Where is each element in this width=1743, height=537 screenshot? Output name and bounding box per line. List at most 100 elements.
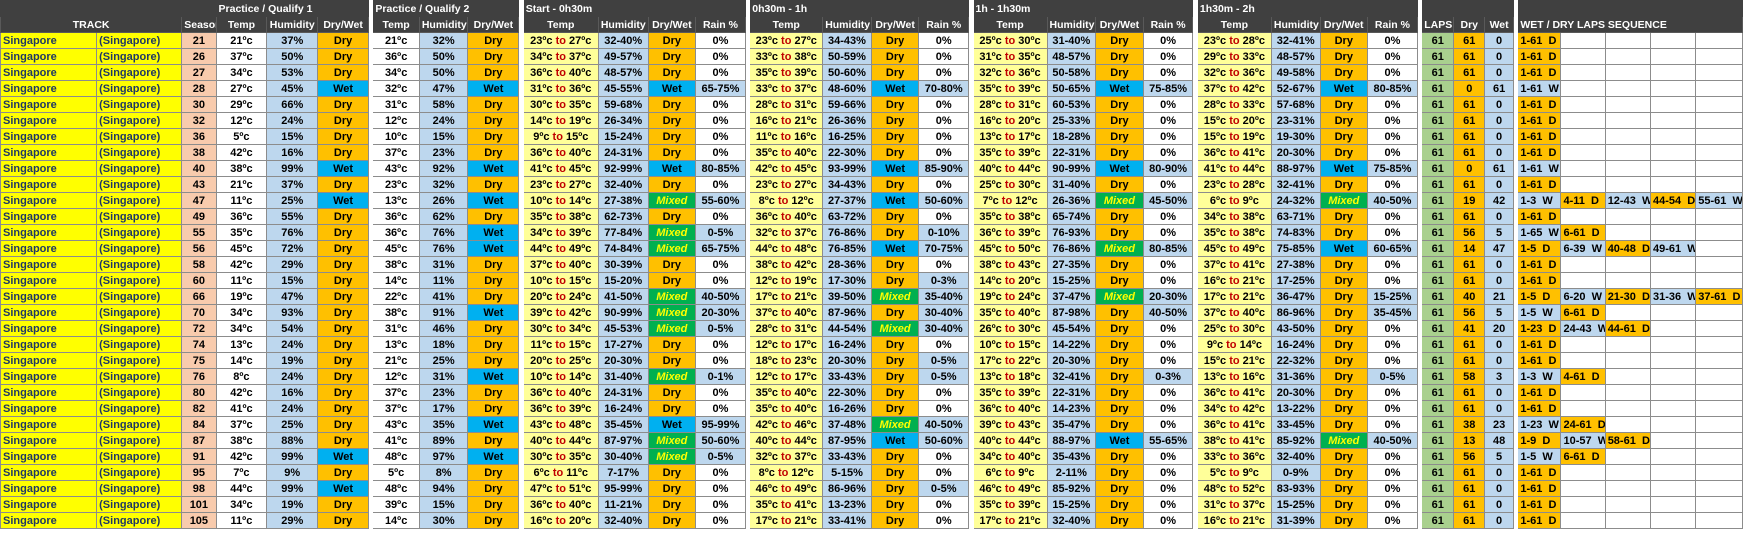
empty-cell[interactable] xyxy=(1604,352,1651,369)
rain-chance[interactable]: 0% xyxy=(695,512,746,529)
temp-range[interactable]: 8ºc to 12ºc xyxy=(749,464,824,481)
track-name[interactable]: Singapore xyxy=(0,224,98,241)
rain-chance[interactable]: 0% xyxy=(1367,416,1418,433)
temp-header[interactable]: Temp xyxy=(749,16,824,33)
rain-chance[interactable]: 0% xyxy=(1142,48,1194,65)
total-laps[interactable]: 61 xyxy=(1421,192,1455,209)
rain-chance[interactable]: 0% xyxy=(695,384,746,401)
empty-cell[interactable] xyxy=(1649,48,1697,65)
q1-condition[interactable]: Dry xyxy=(317,352,370,369)
empty-cell[interactable] xyxy=(1604,48,1651,65)
empty-cell[interactable] xyxy=(1604,368,1651,385)
stint-condition[interactable]: Dry xyxy=(1319,512,1369,529)
dry-laps[interactable]: 61 xyxy=(1453,48,1486,65)
rain-chance[interactable]: 0% xyxy=(1142,400,1194,417)
q1-humidity[interactable]: 37% xyxy=(266,176,319,193)
sequence-segment[interactable]: 1-61 D xyxy=(1517,208,1562,225)
stint-condition[interactable]: Dry xyxy=(647,512,697,529)
humidity-range[interactable]: 16-26% xyxy=(822,400,872,417)
q1-humidity[interactable]: 16% xyxy=(266,384,319,401)
track-name[interactable]: Singapore xyxy=(0,480,98,497)
season-number[interactable]: 40 xyxy=(181,160,217,177)
temp-range[interactable]: 36ºc to 40ºc xyxy=(522,496,599,513)
empty-cell[interactable] xyxy=(1560,464,1606,481)
stint-condition[interactable]: Dry xyxy=(1319,208,1369,225)
q1-condition[interactable]: Dry xyxy=(317,96,370,113)
stint-condition[interactable]: Dry xyxy=(1095,144,1144,161)
humidity-range[interactable]: 85-92% xyxy=(1046,480,1097,497)
q2-temp[interactable]: 48ºc xyxy=(372,448,420,465)
humidity-range[interactable]: 90-99% xyxy=(1046,160,1097,177)
q1-condition[interactable]: Dry xyxy=(317,64,370,81)
stint-condition[interactable]: Dry xyxy=(1095,336,1144,353)
empty-cell[interactable] xyxy=(1695,320,1743,337)
track-region[interactable]: (Singapore) xyxy=(96,464,183,481)
q1-humidity[interactable]: 37% xyxy=(266,32,319,49)
wet-laps[interactable]: 61 xyxy=(1484,160,1514,177)
rain-chance[interactable]: 55-60% xyxy=(695,192,746,209)
humidity-range[interactable]: 52-67% xyxy=(1270,80,1321,97)
humidity-range[interactable]: 27-38% xyxy=(597,192,649,209)
temp-range[interactable]: 20ºc to 24ºc xyxy=(522,288,599,305)
sequence-segment[interactable]: 1-5 W xyxy=(1517,448,1562,465)
temp-range[interactable]: 23ºc to 27ºc xyxy=(749,176,824,193)
empty-cell[interactable] xyxy=(1649,224,1697,241)
temp-range[interactable]: 32ºc to 36ºc xyxy=(1196,64,1272,81)
rain-chance[interactable]: 0% xyxy=(1142,112,1194,129)
wet-laps[interactable]: 0 xyxy=(1484,48,1514,65)
q1-temp[interactable]: 34ºc xyxy=(215,304,268,321)
stint-condition[interactable]: Dry xyxy=(1319,256,1369,273)
temp-range[interactable]: 35ºc to 39ºc xyxy=(972,80,1048,97)
q1-humidity[interactable]: 24% xyxy=(266,400,319,417)
season-number[interactable]: 38 xyxy=(181,144,217,161)
humidity-range[interactable]: 15-25% xyxy=(1046,272,1097,289)
stint-condition[interactable]: Dry xyxy=(870,368,920,385)
total-laps[interactable]: 61 xyxy=(1421,400,1455,417)
q1-condition[interactable]: Dry xyxy=(317,432,370,449)
rain-chance[interactable]: 0% xyxy=(1367,32,1418,49)
total-laps[interactable]: 61 xyxy=(1421,48,1455,65)
stint-condition[interactable]: Mixed xyxy=(647,240,697,257)
q1-temp[interactable]: 38ºc xyxy=(215,432,268,449)
stint-condition[interactable]: Wet xyxy=(1319,240,1369,257)
q1-humidity[interactable]: 24% xyxy=(266,336,319,353)
rain-chance[interactable]: 0% xyxy=(918,128,970,145)
empty-cell[interactable] xyxy=(1604,480,1651,497)
stint-condition[interactable]: Dry xyxy=(1095,448,1144,465)
temp-range[interactable]: 38ºc to 41ºc xyxy=(1196,432,1272,449)
rain-chance[interactable]: 0% xyxy=(695,128,746,145)
temp-range[interactable]: 10ºc to 14ºc xyxy=(522,368,599,385)
humidity-range[interactable]: 22-30% xyxy=(822,384,872,401)
q1-temp[interactable]: 36ºc xyxy=(215,208,268,225)
temp-range[interactable]: 35ºc to 39ºc xyxy=(972,144,1048,161)
stint-condition[interactable]: Dry xyxy=(647,64,697,81)
empty-cell[interactable] xyxy=(1649,96,1697,113)
temp-range[interactable]: 30ºc to 35ºc xyxy=(522,96,599,113)
dry-laps[interactable]: 0 xyxy=(1453,160,1486,177)
track-name[interactable]: Singapore xyxy=(0,240,98,257)
stint-condition[interactable]: Dry xyxy=(1319,64,1369,81)
empty-cell[interactable] xyxy=(1604,256,1651,273)
drywet-header[interactable]: Dry/Wet xyxy=(1095,16,1144,33)
humidity-range[interactable]: 48-57% xyxy=(1046,48,1097,65)
drywet-header[interactable]: Dry/Wet xyxy=(467,16,520,33)
q1-condition[interactable]: Dry xyxy=(317,144,370,161)
season-number[interactable]: 101 xyxy=(181,496,217,513)
temp-range[interactable]: 44ºc to 48ºc xyxy=(749,240,824,257)
rain-chance[interactable]: 0% xyxy=(918,48,970,65)
stint-condition[interactable]: Dry xyxy=(647,464,697,481)
humidity-range[interactable]: 33-43% xyxy=(822,448,872,465)
sequence-segment[interactable]: 1-61 D xyxy=(1517,336,1562,353)
track-region[interactable]: (Singapore) xyxy=(96,256,183,273)
humidity-range[interactable]: 87-97% xyxy=(597,432,649,449)
temp-header[interactable]: Temp xyxy=(522,16,599,33)
temp-range[interactable]: 33ºc to 36ºc xyxy=(1196,448,1272,465)
q1-condition[interactable]: Dry xyxy=(317,176,370,193)
total-laps[interactable]: 61 xyxy=(1421,416,1455,433)
q1-condition[interactable]: Dry xyxy=(317,256,370,273)
stint-condition[interactable]: Dry xyxy=(1095,512,1144,529)
q2-humidity[interactable]: 31% xyxy=(418,256,469,273)
q2-condition[interactable]: Dry xyxy=(467,128,520,145)
stint-condition[interactable]: Dry xyxy=(1095,464,1144,481)
q2-temp[interactable]: 37ºc xyxy=(372,400,420,417)
